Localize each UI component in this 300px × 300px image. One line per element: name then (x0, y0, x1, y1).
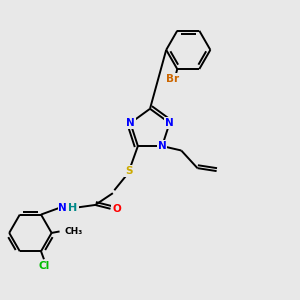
Text: O: O (112, 204, 121, 214)
Text: CH₃: CH₃ (65, 227, 83, 236)
Text: S: S (125, 166, 133, 176)
Text: Br: Br (166, 74, 179, 84)
Text: Cl: Cl (38, 261, 50, 271)
Text: N: N (58, 203, 67, 213)
Text: N: N (165, 118, 174, 128)
Text: N: N (126, 118, 135, 128)
Text: H: H (68, 203, 78, 213)
Text: N: N (158, 141, 167, 151)
